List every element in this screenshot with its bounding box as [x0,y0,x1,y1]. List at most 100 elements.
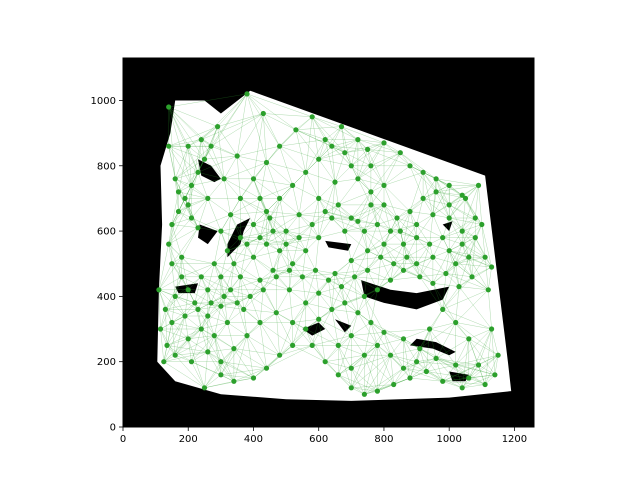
node-point [309,342,315,348]
edge [305,292,319,304]
edge [272,214,300,232]
edge [246,224,254,245]
edge [393,263,420,277]
edge [341,260,352,287]
edge [445,273,489,290]
edge [201,328,234,349]
edge [370,185,385,205]
edge [406,237,417,258]
edge [357,178,372,205]
edge [286,237,319,245]
edge [194,289,208,304]
edge [305,302,319,320]
node-point [443,270,449,277]
edge [370,191,378,225]
node-layer [156,91,501,397]
edge [259,237,287,245]
edge [266,211,300,215]
edge [351,355,365,369]
edge [305,172,319,199]
edge [259,289,264,323]
node-point [286,267,292,273]
edge [318,292,332,310]
edge [299,211,326,215]
edge [429,214,434,245]
edge [295,129,319,160]
edge [259,322,293,346]
x-tick-label: 200 [179,434,198,445]
node-point [205,287,211,293]
edge [426,371,469,379]
edge [429,328,456,366]
node-point [365,146,371,152]
edge [292,185,300,215]
node-point [277,195,283,201]
edge [351,204,385,219]
node-point [244,91,250,97]
edge [344,142,385,153]
edge [403,211,411,245]
node-point [348,257,354,264]
edge [253,257,277,277]
edge [201,139,205,160]
node-point [198,274,204,280]
edge [250,296,261,323]
y-tick-label: 0 [110,423,116,434]
edge [259,276,277,281]
node-point [387,277,394,283]
edge [435,358,443,382]
edge [207,263,215,290]
edge [344,152,371,166]
edge [458,266,492,287]
edge [279,146,293,186]
node-point [322,359,328,365]
edge [354,250,368,277]
edge [445,250,450,274]
edge [364,231,381,258]
node-point [381,202,387,208]
edge [184,315,202,330]
edge [175,276,202,297]
edge [220,335,248,375]
node-point [185,202,191,208]
edge [197,309,215,336]
edge [383,165,411,186]
edge [406,257,434,284]
edge [432,214,443,238]
edge [214,306,222,336]
edge [334,178,358,183]
edge [217,93,248,127]
edge [315,270,319,294]
edge [237,302,248,336]
edge [158,289,173,323]
edge [475,185,479,219]
edge [272,231,280,251]
edge [403,338,411,379]
edge [351,231,365,261]
node-point [430,280,436,286]
edge [357,149,368,179]
edge [432,250,450,258]
edge [449,204,476,219]
edge [207,315,228,323]
edge [449,217,463,245]
node-point [169,221,175,228]
node-point [407,208,413,215]
node-point [237,274,243,280]
edge [338,345,352,369]
x-tick-label: 1000 [436,434,461,445]
edge [426,371,443,382]
edge [406,257,420,277]
node-point [414,359,420,365]
node-point [247,293,253,299]
edge [220,306,244,310]
edge [455,338,469,366]
edge [455,355,499,366]
node-point [446,202,452,208]
edge [432,250,450,284]
node-point [374,342,380,348]
node-point [391,261,397,267]
edge [188,172,199,205]
edge [400,211,411,232]
node-point [286,287,292,293]
